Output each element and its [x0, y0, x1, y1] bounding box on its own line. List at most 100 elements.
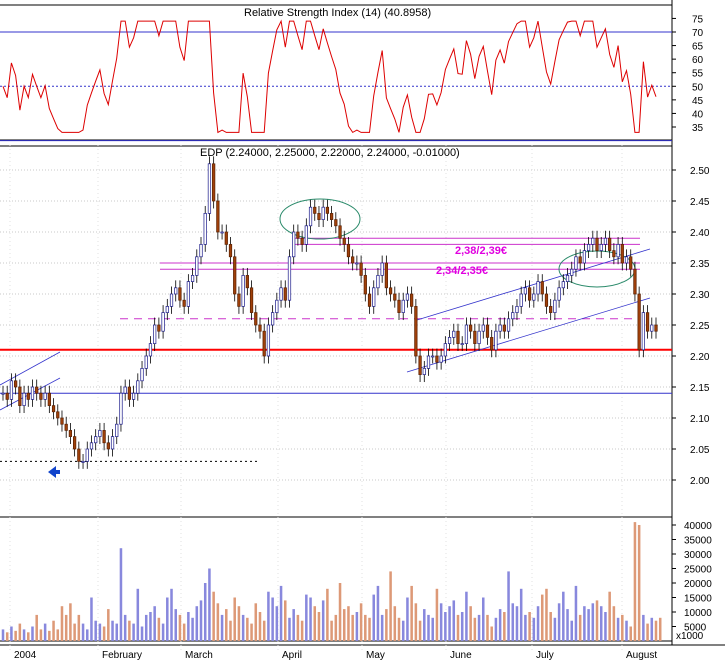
- candle-body: [300, 237, 304, 245]
- candle-body: [115, 423, 119, 437]
- volume-bar: [587, 609, 590, 641]
- volume-bar: [574, 585, 578, 641]
- candle-body: [148, 343, 153, 357]
- volume-bars: [1, 522, 662, 641]
- volume-tick-label: 40000: [684, 521, 712, 532]
- volume-bar: [372, 594, 375, 641]
- candle-body: [220, 231, 224, 234]
- candle-body: [557, 287, 561, 301]
- candle-body: [397, 299, 401, 313]
- volume-bar: [262, 620, 266, 641]
- volume-bar: [642, 614, 645, 641]
- volume-bar: [153, 606, 156, 641]
- volume-bar: [267, 591, 270, 641]
- volume-bar: [317, 612, 321, 641]
- volume-bar: [629, 626, 632, 641]
- candle-body: [161, 312, 165, 332]
- rsi-tick-label: 75: [692, 14, 704, 25]
- volume-bar: [275, 606, 279, 641]
- volume-bar: [330, 620, 333, 641]
- volume-tick-label: 30000: [684, 550, 712, 561]
- rsi-tick-label: 40: [692, 109, 704, 120]
- volume-bar: [229, 620, 232, 641]
- volume-bar: [48, 630, 51, 641]
- volume-bar: [191, 617, 194, 641]
- volume-bar: [119, 548, 123, 641]
- volume-bar: [540, 594, 544, 641]
- candle-body: [346, 244, 351, 258]
- candle-body: [85, 448, 89, 462]
- candle-body: [645, 312, 650, 332]
- volume-bar: [498, 609, 502, 641]
- candle-body: [456, 330, 460, 344]
- candle-body: [186, 281, 190, 307]
- month-label: July: [536, 650, 554, 660]
- volume-bar: [456, 614, 460, 641]
- month-label: 2004: [14, 650, 37, 660]
- candle-body: [519, 293, 523, 307]
- candle-body: [654, 324, 658, 332]
- volume-bar: [616, 617, 620, 641]
- candle-body: [380, 262, 384, 276]
- volume-bar: [321, 600, 325, 641]
- volume-bar: [608, 591, 611, 641]
- candle-body: [372, 287, 376, 307]
- volume-bar: [625, 620, 628, 641]
- candle-body: [245, 275, 249, 289]
- volume-bar: [524, 614, 527, 641]
- candle-body: [127, 386, 132, 400]
- candle-body: [140, 368, 144, 382]
- candle-body: [5, 392, 9, 400]
- volume-bar: [654, 620, 658, 641]
- candle-body: [157, 324, 161, 332]
- volume-bar: [10, 626, 13, 641]
- volume-bar: [503, 612, 506, 641]
- volume-unit-label: x1000: [676, 631, 704, 642]
- volume-bar: [326, 588, 329, 641]
- volume-bar: [216, 603, 220, 641]
- volume-bar: [212, 591, 215, 641]
- volume-bar: [595, 600, 599, 641]
- volume-bar: [241, 614, 245, 641]
- candle-body: [620, 244, 624, 264]
- volume-bar: [439, 603, 443, 641]
- volume-bar: [431, 617, 434, 641]
- candle-body: [313, 206, 317, 214]
- volume-bar: [18, 623, 22, 641]
- candle-body: [178, 287, 182, 301]
- candle-body: [443, 343, 447, 357]
- volume-bar: [460, 612, 464, 641]
- candle-body: [212, 163, 216, 202]
- candle-body: [258, 324, 262, 332]
- volume-tick-label: 20000: [684, 579, 712, 590]
- candle-body: [591, 237, 595, 245]
- candle-body: [106, 442, 110, 450]
- candle-body: [393, 293, 397, 301]
- candle-body: [22, 392, 26, 406]
- candle-body: [233, 256, 237, 295]
- candle-body: [490, 337, 494, 351]
- volume-bar: [35, 614, 38, 641]
- candle-body: [502, 324, 506, 332]
- candle-body: [511, 312, 515, 320]
- volume-bar: [170, 588, 173, 641]
- candle-body: [94, 436, 98, 444]
- candle-body: [650, 324, 654, 332]
- candle-body: [169, 293, 174, 307]
- candle-body: [123, 386, 127, 394]
- candle-body: [262, 330, 266, 357]
- volume-bar: [111, 620, 114, 641]
- annotation-support: 2,34/2,35€: [436, 265, 488, 277]
- candle-body: [410, 293, 414, 307]
- candle-body: [199, 244, 203, 258]
- volume-bar: [368, 617, 371, 641]
- volume-bar: [406, 597, 409, 641]
- price-tick-label: 2.10: [690, 414, 710, 425]
- candle-body: [224, 231, 228, 245]
- volume-bar: [435, 588, 439, 641]
- rsi-panel: [0, 19, 672, 142]
- candle-body: [329, 213, 334, 220]
- candle-body: [131, 392, 136, 400]
- volume-bar: [182, 623, 186, 641]
- volume-bar: [157, 617, 161, 641]
